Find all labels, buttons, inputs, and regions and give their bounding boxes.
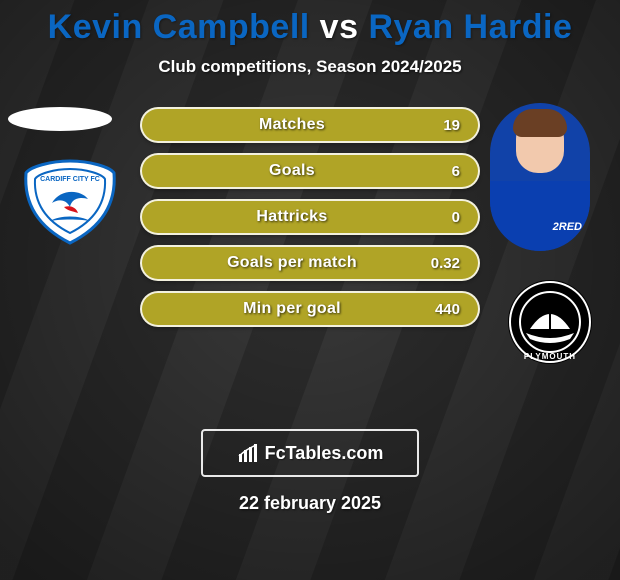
subtitle: Club competitions, Season 2024/2025 <box>0 57 620 77</box>
comparison-title: Kevin Campbell vs Ryan Hardie <box>0 0 620 47</box>
stat-value: 6 <box>424 163 460 180</box>
stat-label: Min per goal <box>160 300 424 318</box>
player2-club-crest: PLYMOUTH <box>500 279 600 365</box>
comparison-body: CARDIFF CITY FC Matches 19 Goals 6 Hattr… <box>0 107 620 387</box>
player1-club-crest: CARDIFF CITY FC <box>20 159 120 245</box>
stat-row: Matches 19 <box>140 107 480 143</box>
vs-label: vs <box>320 8 359 46</box>
brand-box: FcTables.com <box>201 429 419 477</box>
player2-name: Ryan Hardie <box>368 8 572 46</box>
stat-row: Goals 6 <box>140 153 480 189</box>
stat-row: Min per goal 440 <box>140 291 480 327</box>
svg-text:CARDIFF CITY FC: CARDIFF CITY FC <box>40 176 100 183</box>
brand-text: FcTables.com <box>265 443 384 464</box>
stat-value: 440 <box>424 301 460 318</box>
stat-label: Goals per match <box>160 254 424 272</box>
svg-text:PLYMOUTH: PLYMOUTH <box>524 352 576 361</box>
stat-row: Goals per match 0.32 <box>140 245 480 281</box>
stat-label: Hattricks <box>160 208 424 226</box>
stat-value: 0 <box>424 209 460 226</box>
chart-icon <box>237 442 259 464</box>
footer-date: 22 february 2025 <box>0 493 620 514</box>
stat-value: 19 <box>424 117 460 134</box>
stat-bars: Matches 19 Goals 6 Hattricks 0 Goals per… <box>140 107 480 337</box>
player1-avatar-placeholder <box>8 107 112 131</box>
stat-row: Hattricks 0 <box>140 199 480 235</box>
stat-value: 0.32 <box>424 255 460 272</box>
player1-name: Kevin Campbell <box>48 8 310 46</box>
player2-avatar: 2RED <box>490 103 590 251</box>
stat-label: Matches <box>160 116 424 134</box>
stat-label: Goals <box>160 162 424 180</box>
kit-text: 2RED <box>553 221 582 233</box>
